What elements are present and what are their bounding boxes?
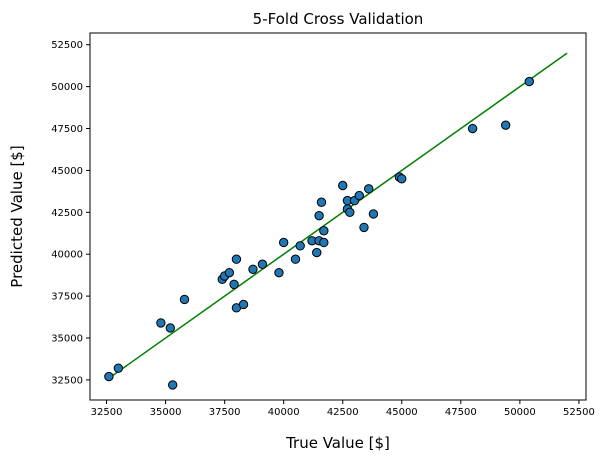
x-tick-label: 35000 xyxy=(150,407,182,418)
x-tick-label: 42500 xyxy=(327,407,359,418)
data-point xyxy=(290,254,301,264)
y-tick-label: 42500 xyxy=(51,208,83,219)
data-point xyxy=(314,210,324,221)
x-tick-label: 32500 xyxy=(91,407,123,418)
data-point xyxy=(319,226,329,236)
data-point xyxy=(345,207,355,218)
data-point xyxy=(368,209,379,219)
x-axis-label: True Value [$] xyxy=(285,434,390,452)
data-point xyxy=(278,237,289,248)
data-point xyxy=(156,318,166,328)
y-tick-label: 45000 xyxy=(51,166,83,177)
x-tick-label: 37500 xyxy=(209,407,241,418)
data-point xyxy=(338,180,348,191)
y-tick-label: 35000 xyxy=(51,333,83,344)
data-point xyxy=(397,174,407,184)
data-point xyxy=(257,259,268,269)
data-point xyxy=(319,237,329,248)
data-point xyxy=(238,299,249,310)
diagonal-line xyxy=(106,52,568,381)
data-point xyxy=(231,254,242,264)
data-point xyxy=(224,267,235,278)
data-point xyxy=(467,123,478,134)
x-tick-label: 47500 xyxy=(445,407,477,418)
data-point xyxy=(167,380,178,390)
y-tick-label: 37500 xyxy=(51,292,83,303)
y-tick-label: 50000 xyxy=(51,82,83,93)
x-tick-label: 45000 xyxy=(386,407,418,418)
data-point xyxy=(524,76,535,87)
data-point xyxy=(248,264,258,274)
data-point xyxy=(354,190,364,201)
x-tick-label: 50000 xyxy=(504,407,536,418)
data-point xyxy=(113,363,124,373)
data-point xyxy=(316,197,327,207)
data-point xyxy=(165,323,176,333)
data-point xyxy=(274,267,284,278)
data-point xyxy=(179,294,190,305)
data-point xyxy=(104,371,114,382)
data-point xyxy=(295,241,305,251)
data-point xyxy=(229,279,239,290)
y-axis-label: Predicted Value [$] xyxy=(8,145,26,287)
data-point xyxy=(364,184,374,194)
data-point xyxy=(359,222,369,233)
y-tick-label: 40000 xyxy=(51,250,83,261)
data-point xyxy=(312,247,322,258)
y-tick-label: 52500 xyxy=(51,40,83,51)
chart-title: 5-Fold Cross Validation xyxy=(253,10,424,28)
x-tick-label: 52500 xyxy=(563,407,595,418)
data-point xyxy=(500,120,511,130)
plot-frame xyxy=(89,32,587,401)
y-tick-label: 32500 xyxy=(51,375,83,386)
y-tick-label: 47500 xyxy=(51,124,83,135)
x-tick-label: 40000 xyxy=(268,407,300,418)
